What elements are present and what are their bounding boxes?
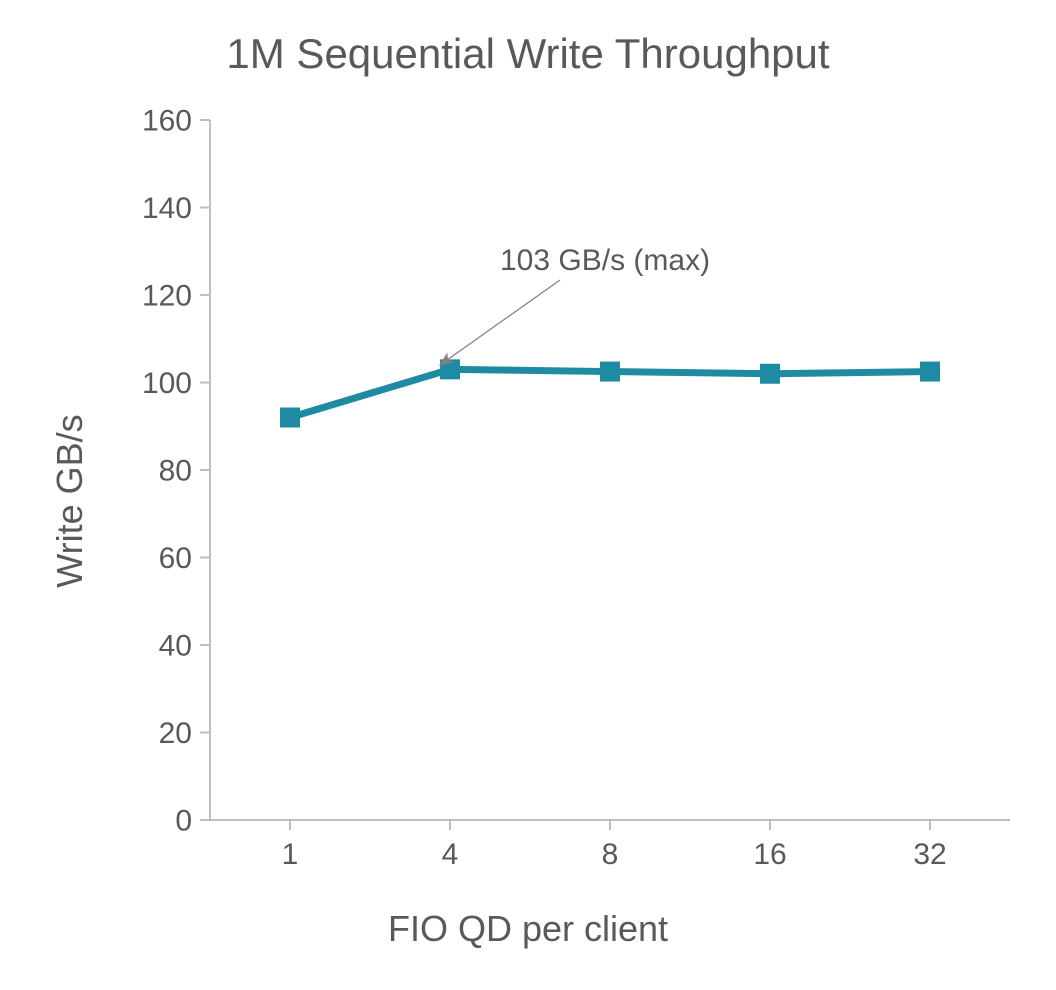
chart-svg: 0 20 40 60 80 100 120 140 160 1 4 8 16 32 103 GB/s (ma… xyxy=(0,0,1056,990)
series-marker-write-throughput xyxy=(280,408,300,428)
x-tick-label: 32 xyxy=(913,838,946,871)
y-tick-label: 160 xyxy=(142,105,192,138)
x-tick-label: 8 xyxy=(602,838,619,871)
x-tick-label: 4 xyxy=(442,838,459,871)
y-tick-label: 40 xyxy=(159,630,192,663)
y-tick-label: 120 xyxy=(142,280,192,313)
series-marker-write-throughput xyxy=(600,362,620,382)
y-tick-label: 60 xyxy=(159,542,192,575)
series-marker-write-throughput xyxy=(760,364,780,384)
y-tick-label: 140 xyxy=(142,192,192,225)
y-tick-label: 100 xyxy=(142,367,192,400)
series-marker-write-throughput xyxy=(920,362,940,382)
y-tick-label: 0 xyxy=(175,805,192,838)
chart-container: 1M Sequential Write Throughput Write GB/… xyxy=(0,0,1056,990)
y-tick-label: 20 xyxy=(159,717,192,750)
annotation-arrow xyxy=(440,280,560,365)
x-tick-label: 1 xyxy=(282,838,299,871)
annotation-text: 103 GB/s (max) xyxy=(500,244,710,277)
y-tick-label: 80 xyxy=(159,455,192,488)
x-tick-label: 16 xyxy=(753,838,786,871)
